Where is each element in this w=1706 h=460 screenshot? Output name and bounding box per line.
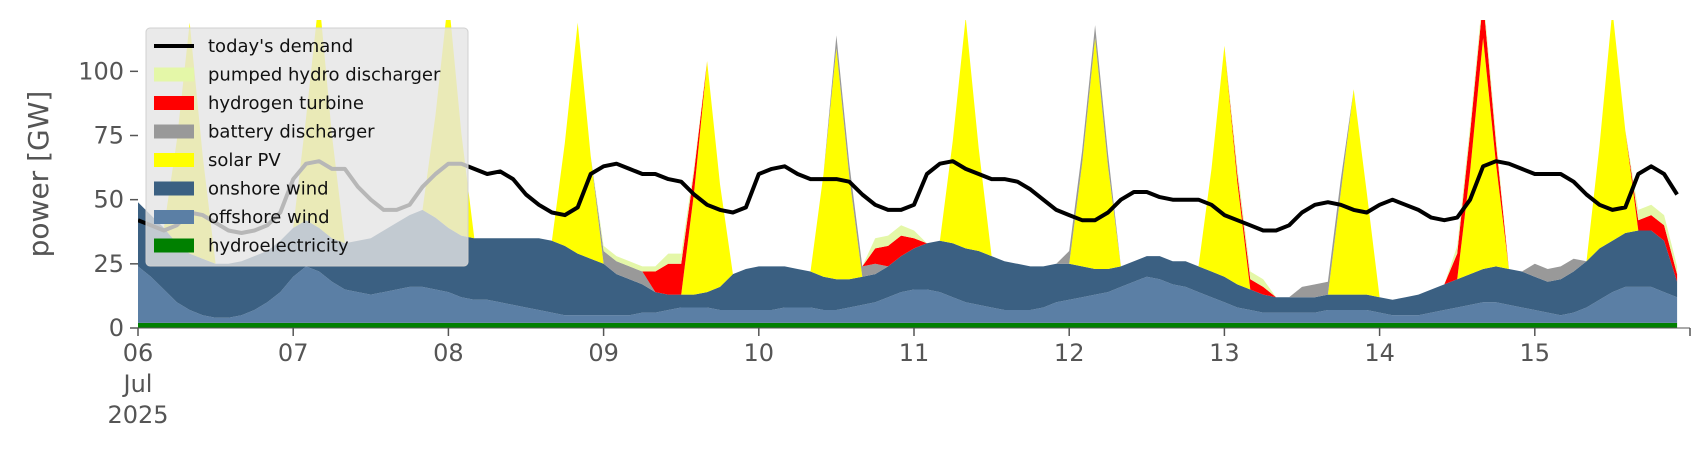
- x-tick-label: Jul: [122, 370, 153, 398]
- legend-swatch: [154, 210, 194, 224]
- area-offshore-wind: [138, 266, 1678, 323]
- area-hydrogen-turbine: [138, 20, 1678, 300]
- legend-swatch: [154, 67, 194, 82]
- x-tick-label: 09: [588, 339, 619, 367]
- x-tick-label: 10: [744, 339, 775, 367]
- y-axis: 0 25 50 75 100: [78, 57, 138, 342]
- x-tick-label: 06: [123, 339, 154, 367]
- area-hydroelectricity: [138, 322, 1678, 328]
- legend-label: solar PV: [208, 150, 281, 171]
- legend-label: hydroelectricity: [208, 236, 349, 257]
- legend-label: today's demand: [208, 36, 353, 57]
- area-battery-discharger: [138, 20, 1678, 300]
- x-tick-label: 11: [899, 339, 930, 367]
- legend-label: offshore wind: [208, 207, 330, 228]
- x-tick-label: 07: [278, 339, 309, 367]
- legend-label: pumped hydro discharger: [208, 65, 441, 86]
- y-tick-label: 25: [93, 250, 124, 278]
- legend-label: hydrogen turbine: [208, 93, 364, 114]
- x-axis: 06 Jul 2025 07 08 09 10 11 12 13 14 15: [107, 327, 1691, 429]
- x-tick-label: 15: [1520, 339, 1551, 367]
- y-tick-label: 100: [78, 57, 124, 85]
- legend: today's demand pumped hydro discharger hyd…: [145, 27, 469, 267]
- x-tick-label: 12: [1054, 339, 1085, 367]
- legend-swatch: [154, 238, 194, 253]
- x-tick-label: 13: [1209, 339, 1240, 367]
- y-axis-label: power [GW]: [22, 91, 55, 258]
- legend-swatch: [154, 153, 194, 167]
- x-tick-label: 14: [1364, 339, 1395, 367]
- legend-swatch: [154, 124, 194, 139]
- x-tick-label: 08: [433, 339, 464, 367]
- y-tick-label: 75: [93, 122, 124, 150]
- x-tick-label: 2025: [107, 401, 168, 429]
- legend-label: onshore wind: [208, 179, 329, 200]
- y-tick-label: 0: [109, 314, 124, 342]
- legend-swatch: [154, 96, 194, 110]
- y-tick-label: 50: [93, 186, 124, 214]
- legend-swatch: [154, 181, 194, 196]
- legend-frame: [145, 27, 469, 267]
- area-onshore-wind: [138, 202, 1678, 318]
- legend-label: battery discharger: [208, 122, 375, 143]
